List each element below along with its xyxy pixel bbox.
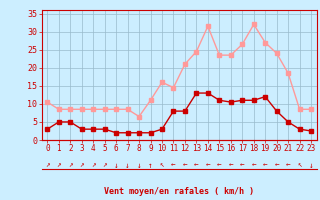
Text: ↓: ↓ — [114, 160, 118, 170]
Text: ←: ← — [183, 160, 187, 170]
Text: ←: ← — [252, 160, 256, 170]
Text: ←: ← — [171, 160, 176, 170]
Text: ↗: ↗ — [57, 160, 61, 170]
Text: ↗: ↗ — [45, 160, 50, 170]
Text: ↓: ↓ — [137, 160, 141, 170]
Text: ←: ← — [274, 160, 279, 170]
Text: ↑: ↑ — [148, 160, 153, 170]
Text: ←: ← — [240, 160, 244, 170]
Text: ↓: ↓ — [125, 160, 130, 170]
Text: ↓: ↓ — [309, 160, 313, 170]
Text: ←: ← — [217, 160, 222, 170]
Text: ↗: ↗ — [102, 160, 107, 170]
Text: ←: ← — [228, 160, 233, 170]
Text: ↗: ↗ — [91, 160, 95, 170]
Text: Vent moyen/en rafales ( km/h ): Vent moyen/en rafales ( km/h ) — [104, 188, 254, 196]
Text: ↖: ↖ — [297, 160, 302, 170]
Text: ←: ← — [286, 160, 291, 170]
Text: ←: ← — [194, 160, 199, 170]
Text: ←: ← — [205, 160, 210, 170]
Text: ←: ← — [263, 160, 268, 170]
Text: ↗: ↗ — [79, 160, 84, 170]
Text: ↖: ↖ — [160, 160, 164, 170]
Text: ↗: ↗ — [68, 160, 73, 170]
